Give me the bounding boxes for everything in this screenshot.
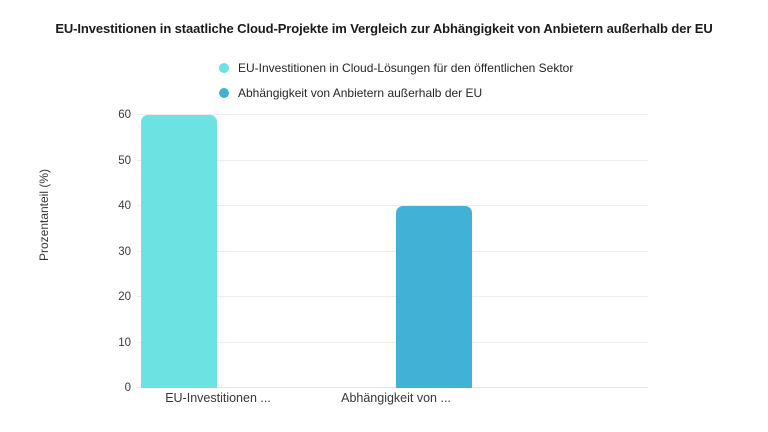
- legend-swatch-circle-icon: [219, 63, 229, 73]
- y-tick-label: 60: [118, 109, 131, 121]
- legend-label: EU-Investitionen in Cloud-Lösungen für d…: [238, 61, 574, 75]
- gridline: [137, 250, 648, 252]
- legend-label: Abhängigkeit von Anbietern außerhalb der…: [238, 86, 483, 100]
- legend: EU-Investitionen in Cloud-Lösungen für d…: [219, 61, 573, 111]
- y-tick-label: 40: [118, 200, 131, 212]
- gridline: [137, 296, 648, 297]
- bar-0: [141, 115, 217, 388]
- gridline: [137, 114, 648, 115]
- chart-title: EU-Investitionen in staatliche Cloud-Pro…: [55, 21, 713, 36]
- gridline: [137, 387, 648, 388]
- gridline: [137, 205, 648, 206]
- legend-item: Abhängigkeit von Anbietern außerhalb der…: [219, 86, 573, 100]
- y-tick-label: 10: [118, 336, 131, 349]
- legend-item: EU-Investitionen in Cloud-Lösungen für d…: [219, 61, 573, 75]
- y-tick-label: 0: [124, 382, 131, 394]
- y-tick-label: 20: [118, 291, 131, 303]
- y-tick-label: 50: [118, 154, 131, 167]
- plot-area: [137, 114, 648, 388]
- y-tick-label: 30: [118, 245, 131, 258]
- x-tick-label: EU-Investitionen ...: [165, 391, 271, 405]
- gridline: [137, 159, 648, 161]
- x-tick-label: Abhängigkeit von ...: [341, 391, 451, 405]
- legend-swatch-circle-icon: [219, 88, 229, 98]
- gridline: [137, 341, 648, 343]
- bar-1: [396, 206, 472, 388]
